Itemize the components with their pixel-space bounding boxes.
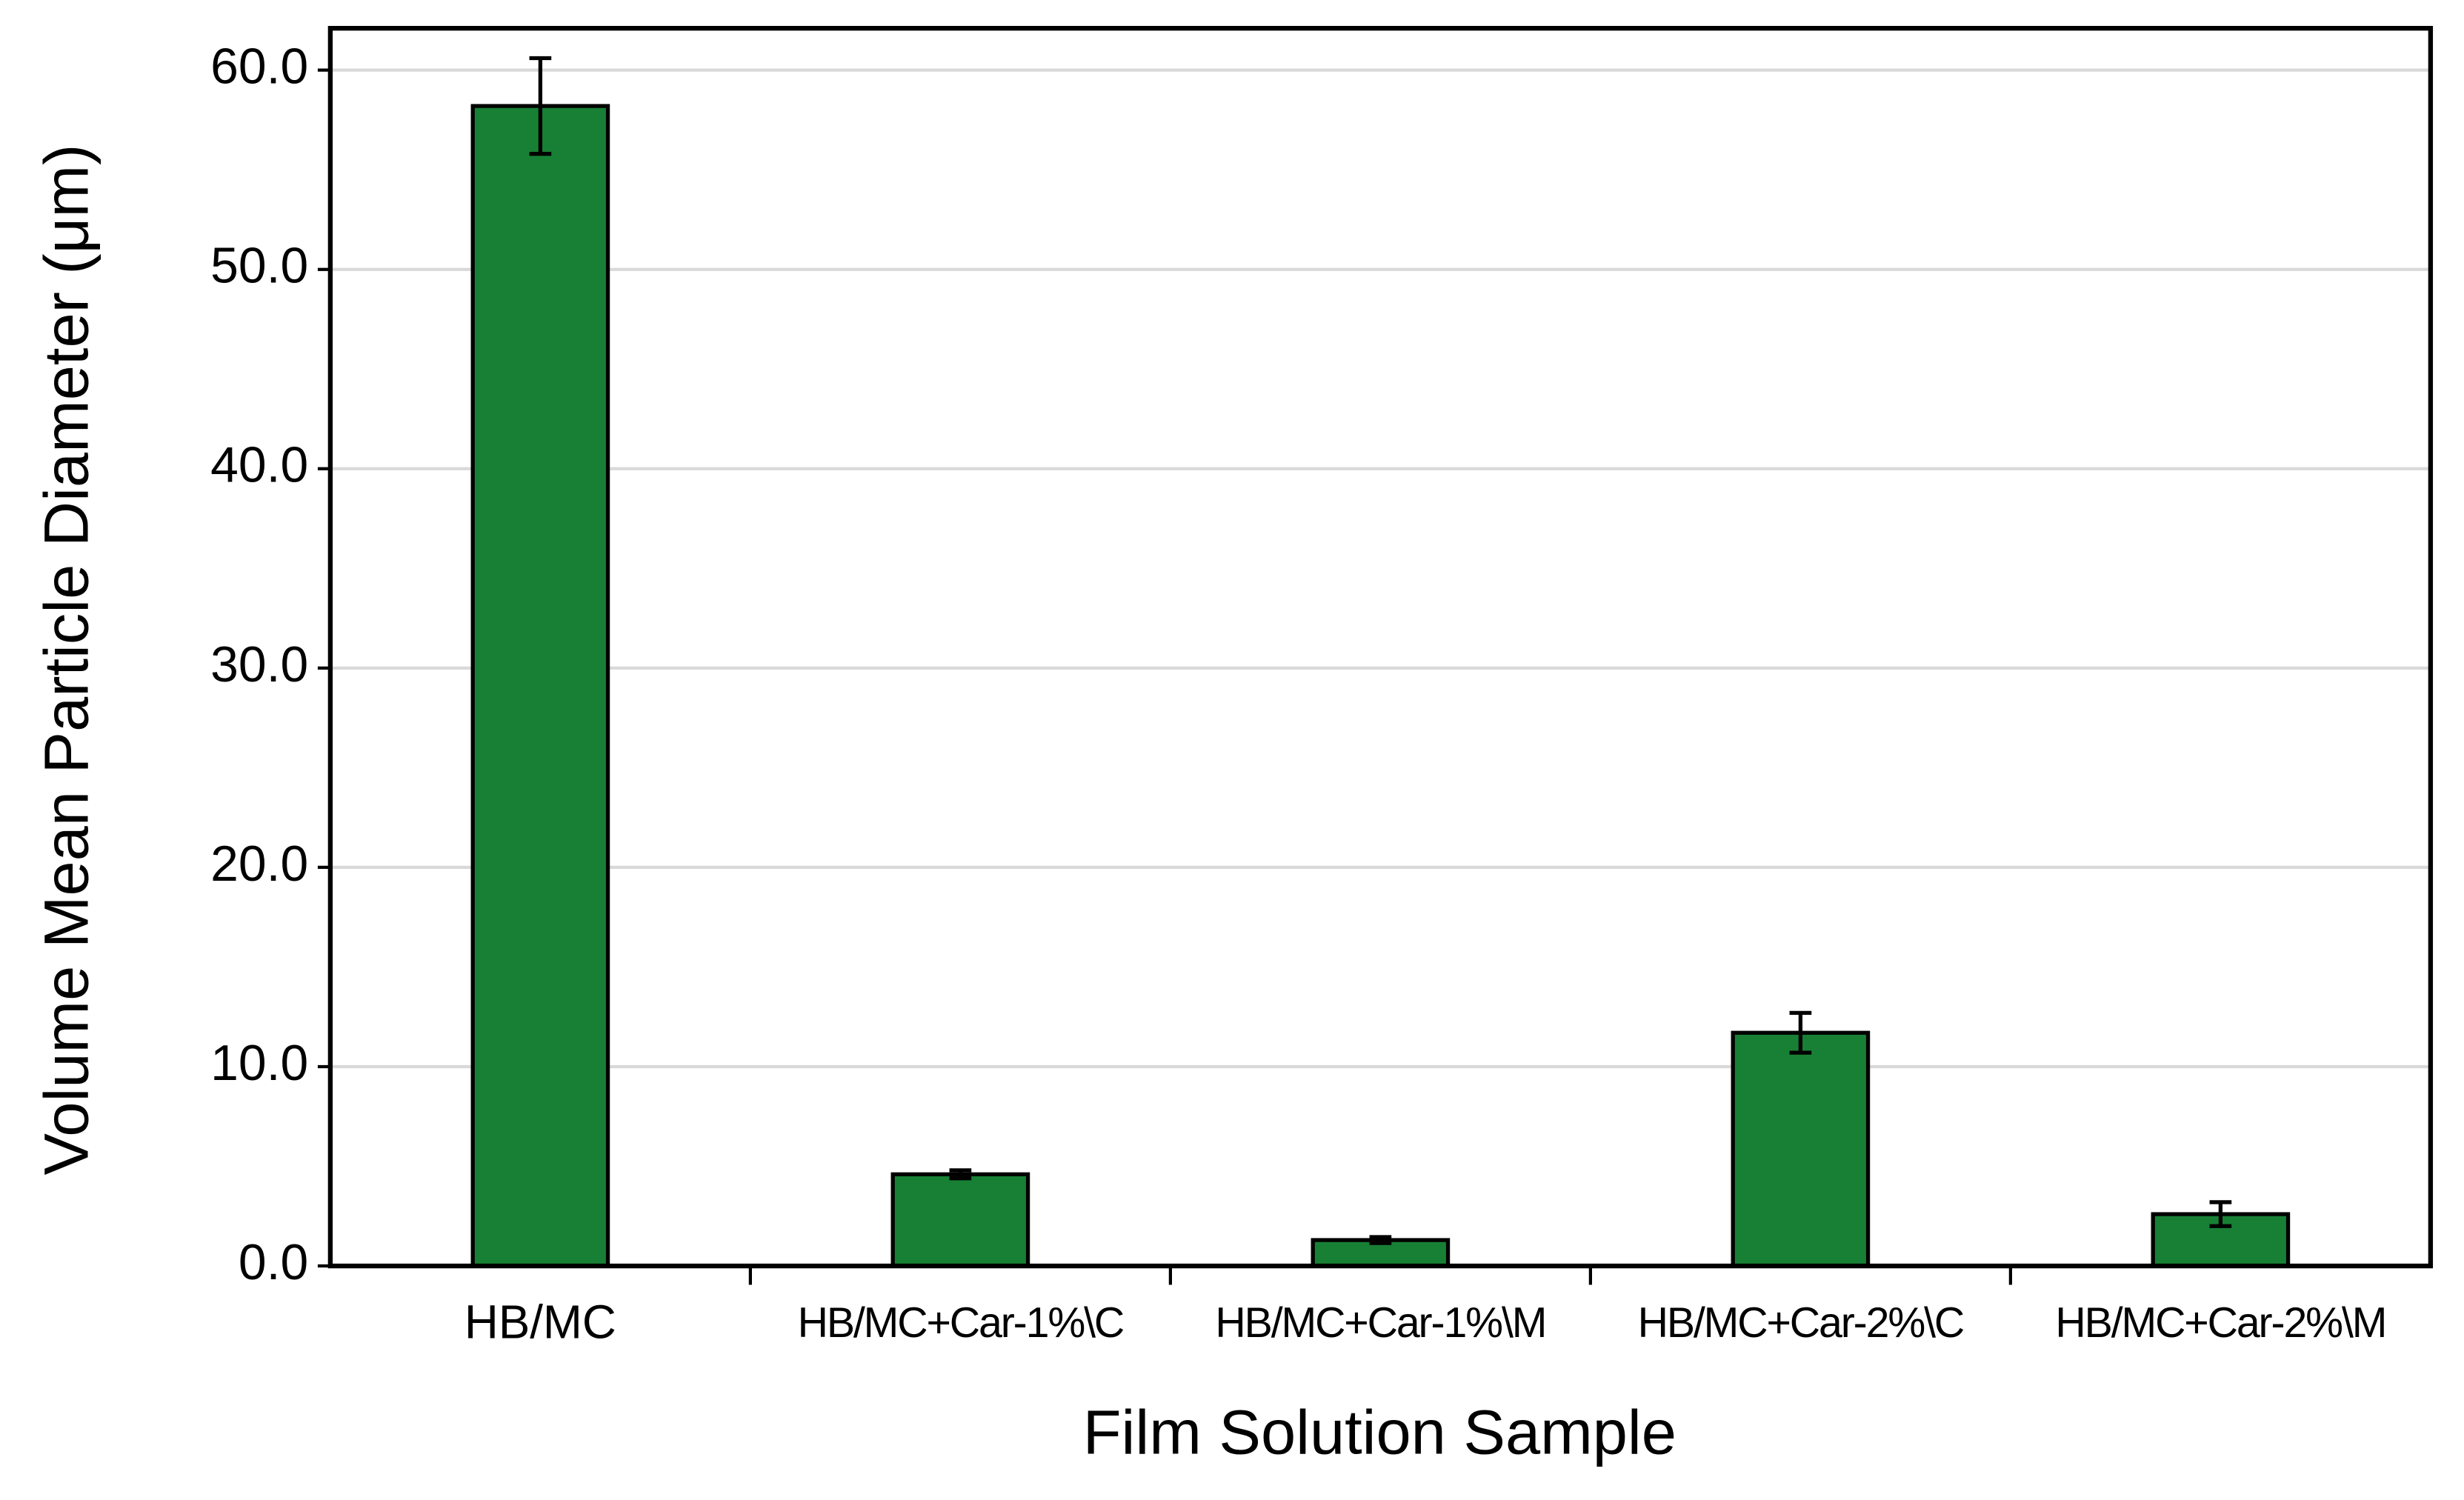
- x-axis-title: Film Solution Sample: [1083, 1397, 1676, 1467]
- x-tick-label: HB/MC+Car-2%\M: [2055, 1299, 2385, 1347]
- y-tick-label: 30.0: [210, 637, 308, 693]
- bar: [890, 1172, 1030, 1268]
- y-tick-label: 60.0: [210, 39, 308, 95]
- y-tick-label: 50.0: [210, 239, 308, 294]
- y-axis-title: Volume Mean Particle Diameter (μm): [30, 144, 101, 1176]
- x-tick-label: HB/MC+Car-2%\C: [1638, 1299, 1964, 1347]
- y-tick-label: 0.0: [239, 1235, 308, 1290]
- bar: [470, 104, 610, 1268]
- y-tick-label: 10.0: [210, 1036, 308, 1091]
- x-tick-label: HB/MC+Car-1%\C: [798, 1299, 1124, 1347]
- y-tick-label: 40.0: [210, 438, 308, 493]
- y-tick-label: 20.0: [210, 836, 308, 892]
- plot-frame: [327, 25, 2434, 1269]
- x-tick-label: HB/MC+Car-1%\M: [1215, 1299, 1545, 1347]
- bar: [1731, 1030, 1871, 1268]
- x-tick-label: HB/MC: [465, 1296, 616, 1348]
